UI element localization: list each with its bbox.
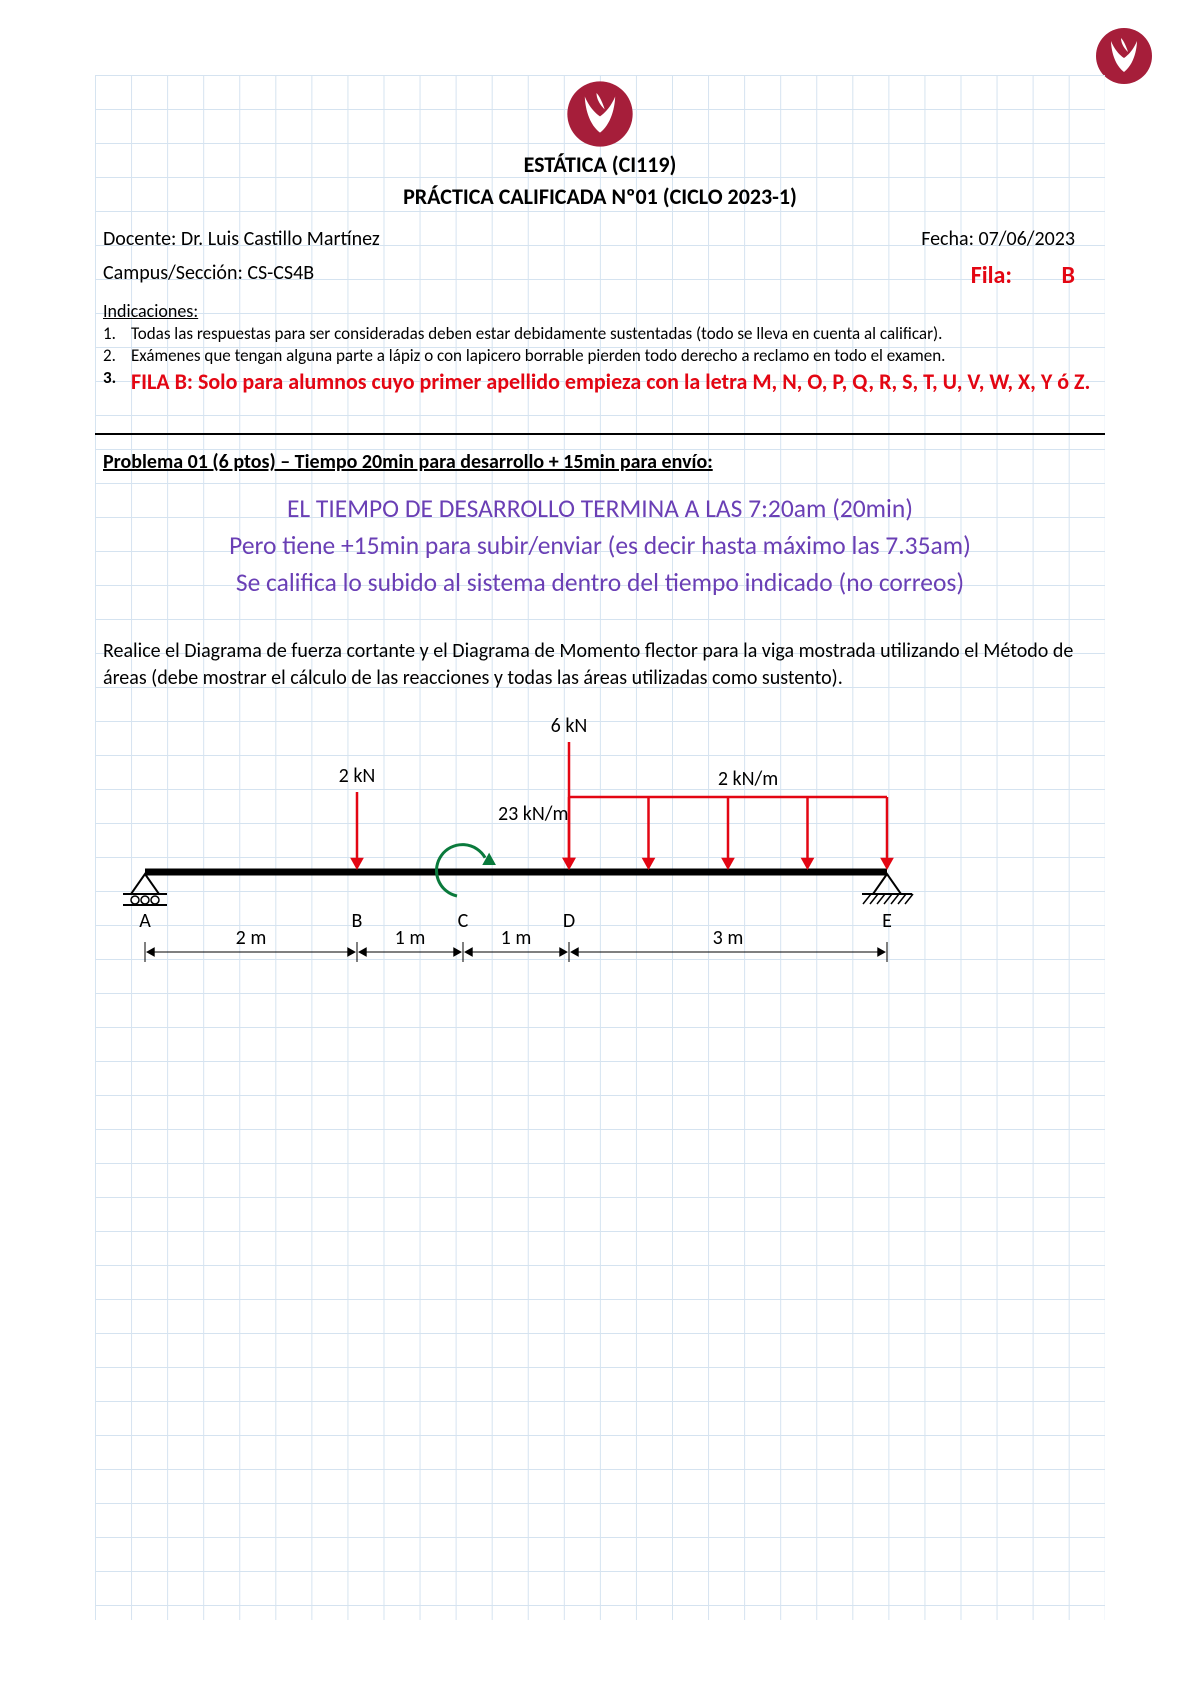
indicacion-text: Exámenes que tengan alguna parte a lápiz… [131,345,1097,367]
indicacion-number: 3. [103,367,131,389]
svg-text:C: C [458,909,469,933]
beam-diagram: 2 kN 6 kN 2 kN/m 23 kN/m A B C D E 2 m 1 m 1 m 3 m [95,697,1105,997]
section-divider [95,433,1105,435]
indicaciones-title: Indicaciones: [103,300,198,322]
svg-text:6 kN: 6 kN [551,714,588,738]
indicacion-number: 1. [103,323,131,345]
exam-page: ESTÁTICA (CI119) PRÁCTICA CALIFICADA Nº0… [95,75,1105,1620]
time-note-line: Pero tiene +15min para subir/enviar (es … [115,527,1085,564]
fila-value: B [1017,261,1075,290]
fila-label: Fila: [971,261,1012,290]
time-note-line: EL TIEMPO DE DESARROLLO TERMINA A LAS 7:… [115,490,1085,527]
svg-text:2 kN: 2 kN [339,764,376,788]
exam-title: PRÁCTICA CALIFICADA Nº01 (CICLO 2023-1) [95,181,1105,213]
campus-label: Campus/Sección: CS-CS4B [103,261,314,285]
date-label: Fecha: 07/06/2023 [921,227,1075,251]
university-logo-center-icon [565,79,635,154]
svg-text:B: B [352,909,363,933]
svg-text:23 kN/m: 23 kN/m [498,802,569,826]
svg-text:3 m: 3 m [713,926,744,950]
indicaciones-list: 1.Todas las respuestas para ser consider… [103,323,1097,397]
svg-text:2 kN/m: 2 kN/m [718,767,778,791]
problem-description: Realice el Diagrama de fuerza cortante y… [103,638,1097,692]
svg-text:D: D [563,909,575,933]
svg-text:1 m: 1 m [501,926,532,950]
svg-text:E: E [882,909,892,933]
indicacion-number: 2. [103,345,131,367]
svg-text:2 m: 2 m [236,926,267,950]
svg-text:1 m: 1 m [395,926,426,950]
teacher-label: Docente: Dr. Luis Castillo Martínez [103,227,380,251]
indicacion-text: FILA B: Solo para alumnos cuyo primer ap… [131,367,1097,397]
indicacion-text: Todas las respuestas para ser considerad… [131,323,1097,345]
time-note-line: Se califica lo subido al sistema dentro … [115,564,1085,601]
problem-title: Problema 01 (6 ptos) – Tiempo 20min para… [103,450,713,474]
time-notes: EL TIEMPO DE DESARROLLO TERMINA A LAS 7:… [115,490,1085,601]
course-title: ESTÁTICA (CI119) [95,149,1105,181]
svg-text:A: A [139,909,151,933]
